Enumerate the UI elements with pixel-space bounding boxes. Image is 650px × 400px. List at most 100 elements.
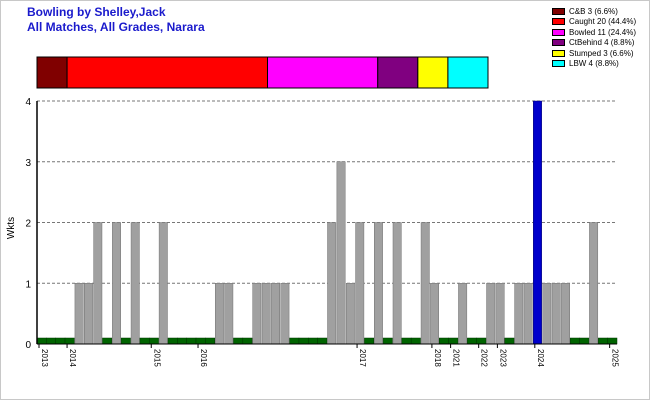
legend-label: Bowled 11 (24.4%) [569, 27, 636, 37]
dismissal-breakdown-bar [36, 56, 489, 89]
wicket-bar [607, 337, 618, 345]
wicket-bar [439, 337, 449, 345]
legend-swatch [552, 49, 565, 57]
legend-item-cnb: C&B 3 (6.6%) [552, 6, 636, 16]
legend-label: LBW 4 (8.8%) [569, 59, 619, 68]
y-tick-label: 4 [25, 97, 31, 108]
wicket-bar [374, 222, 383, 345]
x-tick-label: 2018 [433, 349, 442, 367]
y-tick-label: 1 [25, 279, 31, 290]
dismissal-segment [36, 56, 68, 89]
wicket-bar [261, 283, 271, 345]
wicket-bar [430, 283, 440, 345]
wicket-bar [298, 337, 309, 345]
wicket-bar [382, 337, 393, 345]
wicket-bar [195, 337, 206, 345]
legend-swatch [552, 60, 565, 67]
wicket-bar [36, 337, 47, 345]
wicket-bar [280, 283, 290, 345]
wicket-bar [120, 337, 131, 345]
wicket-bar [401, 337, 412, 345]
wicket-bar [458, 283, 468, 345]
x-tick-label: 2022 [480, 349, 489, 367]
wicket-bar [289, 337, 300, 345]
wicket-bar [523, 283, 533, 345]
wicket-bar [392, 222, 402, 345]
wicket-bar [102, 337, 113, 345]
wicket-bar [589, 222, 599, 345]
wicket-bar [252, 283, 262, 345]
x-tick-label: 2025 [611, 349, 620, 367]
wicket-bar [167, 337, 178, 345]
x-tick-label: 2024 [536, 349, 545, 367]
wicket-bar [598, 337, 608, 345]
legend-item-stumped: Stumped 3 (6.6%) [552, 48, 636, 58]
wicket-bar [64, 337, 75, 345]
wicket-bar [364, 337, 375, 345]
legend-label: Caught 20 (44.4%) [569, 17, 637, 26]
wicket-bar [139, 337, 150, 345]
axes: 0 1 2 3 4 Wkts 2013 2014 2015 2016 2017 2018 2021 202… [6, 97, 620, 367]
dismissal-segment [447, 56, 489, 89]
legend-swatch [552, 28, 565, 36]
dismissal-segment [66, 56, 269, 89]
dismissal-segment [267, 56, 379, 89]
wicket-bar [177, 337, 187, 345]
wicket-bar [551, 283, 561, 345]
x-tick-label: 2017 [358, 349, 367, 367]
x-tick-label: 2023 [498, 349, 507, 367]
wicket-bar [542, 283, 552, 345]
wicket-bar [317, 337, 328, 345]
wicket-bar [569, 337, 580, 345]
wicket-bar [533, 100, 542, 345]
wicket-bar [308, 337, 318, 345]
wicket-bar [504, 337, 515, 345]
wicket-bar [410, 337, 421, 345]
wicket-bar [242, 337, 253, 345]
wicket-bar [224, 283, 234, 345]
y-tick-label: 0 [25, 340, 31, 351]
legend-swatch [552, 18, 565, 25]
y-tick-label: 3 [25, 158, 31, 169]
wicket-bar [327, 222, 337, 345]
legend: C&B 3 (6.6%) Caught 20 (44.4%) Bowled 11… [552, 6, 636, 69]
dismissal-segment [417, 56, 449, 89]
wicket-bar [74, 283, 84, 345]
wicket-bar [579, 337, 590, 345]
wicket-bar [561, 283, 570, 345]
wicket-bar [271, 283, 280, 345]
wicket-bar [55, 337, 66, 345]
legend-label: C&B 3 (6.6%) [569, 6, 618, 16]
wicket-bar [336, 161, 346, 345]
wicket-bar [130, 222, 140, 345]
wicket-bar [420, 222, 430, 345]
wicket-bar [149, 337, 159, 345]
wicket-bar [112, 222, 121, 345]
legend-label: Stumped 3 (6.6%) [569, 48, 634, 58]
dismissal-segment [377, 56, 419, 89]
x-tick-label: 2021 [452, 349, 461, 367]
wicket-bar [158, 222, 168, 345]
legend-item-lbw: LBW 4 (8.8%) [552, 59, 636, 69]
wicket-bar [46, 337, 56, 345]
x-tick-label: 2016 [199, 349, 208, 367]
wicket-bar [355, 222, 365, 345]
legend-item-bowled: Bowled 11 (24.4%) [552, 27, 636, 37]
wicket-bar [186, 337, 197, 345]
wicket-bar [84, 283, 93, 345]
wicket-bar [486, 283, 496, 345]
wicket-bar [495, 283, 505, 345]
legend-swatch [552, 7, 565, 15]
wicket-bar [93, 222, 103, 345]
wicket-bar [476, 337, 487, 345]
legend-label: CtBehind 4 (8.8%) [569, 38, 635, 47]
wicket-bar [514, 283, 524, 345]
x-tick-label: 2015 [152, 349, 161, 367]
legend-swatch [552, 39, 565, 46]
x-tick-label: 2014 [68, 349, 77, 367]
wicket-bar [233, 337, 244, 345]
wicket-bar [214, 283, 224, 345]
x-tick-label: 2013 [40, 349, 49, 367]
y-tick-label: 2 [25, 219, 31, 230]
